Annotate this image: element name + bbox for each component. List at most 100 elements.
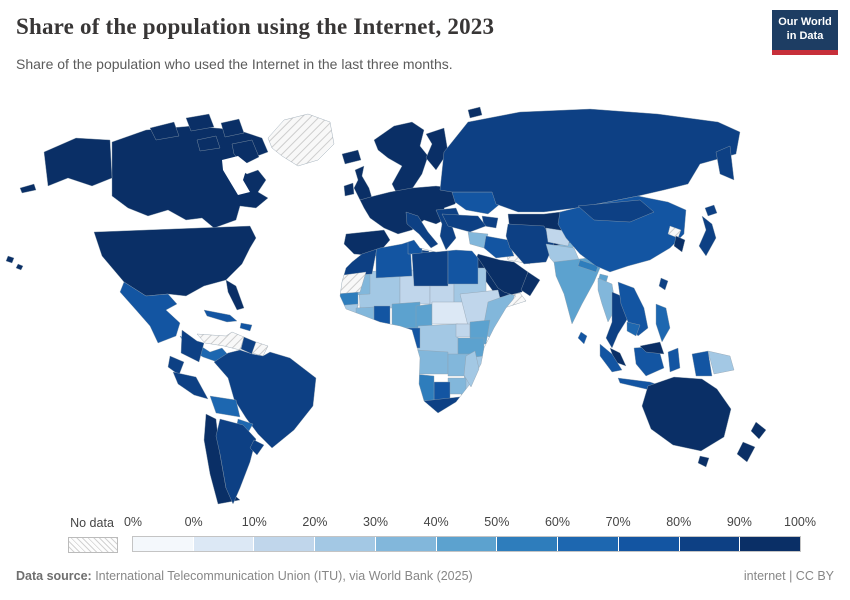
region-australia[interactable] (641, 376, 732, 452)
region-florida[interactable] (225, 279, 245, 311)
hudson-bay (222, 156, 250, 195)
data-source-text: Data source: International Telecommunica… (16, 569, 473, 583)
region-greenland[interactable] (267, 113, 335, 167)
chart-subtitle: Share of the population who used the Int… (16, 56, 453, 72)
legend-segment[interactable] (496, 537, 558, 551)
region-uganda[interactable] (455, 323, 471, 338)
region-turkey[interactable] (441, 213, 487, 233)
region-tasmania[interactable] (697, 455, 710, 468)
region-russia[interactable] (439, 108, 741, 213)
region-alaska[interactable] (43, 137, 113, 187)
world-map (5, 106, 767, 505)
legend-segment[interactable] (739, 537, 801, 551)
region-sulawesi[interactable] (667, 347, 681, 373)
data-source-value: International Telecommunication Union (I… (91, 569, 473, 583)
region-nz-south[interactable] (736, 441, 756, 463)
region-uruguay[interactable] (249, 439, 265, 456)
region-taiwan[interactable] (658, 277, 669, 291)
region-canada[interactable] (111, 125, 269, 229)
region-hawaii[interactable] (5, 255, 15, 264)
africa-coastline (339, 239, 517, 414)
region-argentina[interactable] (215, 418, 257, 505)
legend-segment[interactable] (435, 537, 497, 551)
region-uk[interactable] (353, 165, 373, 201)
region-hawaii[interactable] (15, 263, 24, 271)
region-iceland[interactable] (341, 149, 362, 165)
region-iran[interactable] (505, 223, 555, 265)
region-libya[interactable] (411, 249, 449, 287)
region-western-sahara[interactable] (336, 271, 367, 295)
region-senegal[interactable] (334, 291, 359, 307)
region-peru[interactable] (172, 371, 209, 400)
region-canada-island[interactable] (220, 118, 245, 138)
region-papua-new-guinea[interactable] (707, 350, 735, 375)
owid-logo[interactable]: Our World in Data (772, 10, 838, 55)
region-bolivia[interactable] (209, 395, 241, 418)
region-cambodia[interactable] (626, 321, 641, 337)
region-svalbard[interactable] (467, 106, 483, 119)
region-ghana[interactable] (373, 305, 391, 328)
region-japan[interactable] (698, 215, 717, 257)
region-guinea[interactable] (334, 303, 359, 323)
region-nz-north[interactable] (750, 421, 767, 440)
region-brazil[interactable] (213, 349, 317, 449)
legend-ticks: 0% 0% 10% 20% 30% 40% 50% 60% 70% 80% 90% 100% (124, 515, 816, 533)
region-cuba[interactable] (203, 309, 238, 323)
region-gabon[interactable] (405, 327, 421, 349)
legend-tick-label: 10% (241, 515, 267, 529)
region-egypt[interactable] (447, 245, 479, 285)
legend-tick-label: 50% (484, 515, 510, 529)
legend-segment[interactable] (374, 537, 436, 551)
legend-segment[interactable] (617, 537, 679, 551)
region-canada-island[interactable] (185, 113, 215, 132)
legend-tick-label: 40% (423, 515, 449, 529)
region-ivory-coast[interactable] (355, 306, 375, 327)
region-mexico[interactable] (119, 281, 181, 344)
legend-no-data-label: No data (70, 516, 114, 530)
region-madagascar[interactable] (463, 350, 480, 388)
legend-segment[interactable] (678, 537, 740, 551)
legend-tick-label: 80% (666, 515, 692, 529)
region-south-korea[interactable] (673, 235, 686, 253)
region-west-papua[interactable] (691, 350, 713, 377)
region-italy[interactable] (405, 211, 439, 249)
region-ecuador[interactable] (167, 355, 185, 376)
region-sumatra[interactable] (599, 343, 623, 373)
license-text[interactable]: internet | CC BY (743, 569, 834, 583)
region-vietnam[interactable] (617, 281, 649, 337)
region-venezuela[interactable] (196, 331, 245, 351)
region-iraq[interactable] (483, 235, 515, 259)
region-oman[interactable] (520, 271, 541, 297)
region-canada-island[interactable] (149, 121, 180, 141)
map-legend: No data 0% 0% 10% 20% 30% 40% 50% 60% 70% 80% 90% 1… (0, 515, 850, 559)
region-malaysia-borneo[interactable] (639, 341, 665, 355)
region-ireland[interactable] (343, 182, 355, 197)
legend-segment[interactable] (133, 537, 193, 551)
region-myanmar[interactable] (597, 277, 617, 323)
region-mongolia[interactable] (577, 199, 655, 223)
region-angola[interactable] (415, 349, 449, 375)
region-nepal[interactable] (577, 259, 599, 273)
region-zimbabwe[interactable] (447, 377, 467, 395)
region-hispaniola[interactable] (239, 322, 253, 332)
region-algeria[interactable] (375, 238, 413, 279)
region-philippines[interactable] (655, 303, 671, 343)
region-hokkaido[interactable] (704, 204, 718, 217)
region-ukraine[interactable] (451, 191, 501, 215)
legend-tick-label: 30% (363, 515, 389, 529)
legend-segment[interactable] (557, 537, 618, 551)
region-scandinavia[interactable] (373, 121, 429, 197)
owid-logo-line2: in Data (786, 30, 824, 42)
region-colombia[interactable] (180, 329, 205, 363)
region-tunisia[interactable] (407, 234, 423, 255)
region-aleutians[interactable] (19, 183, 37, 194)
legend-segment[interactable] (192, 537, 254, 551)
legend-segment[interactable] (253, 537, 315, 551)
region-canada-island[interactable] (196, 135, 221, 152)
region-sri-lanka[interactable] (577, 331, 588, 345)
legend-segment[interactable] (314, 537, 375, 551)
region-finland[interactable] (425, 127, 449, 171)
region-kamchatka[interactable] (715, 145, 735, 181)
legend-no-data-swatch[interactable] (68, 537, 118, 553)
